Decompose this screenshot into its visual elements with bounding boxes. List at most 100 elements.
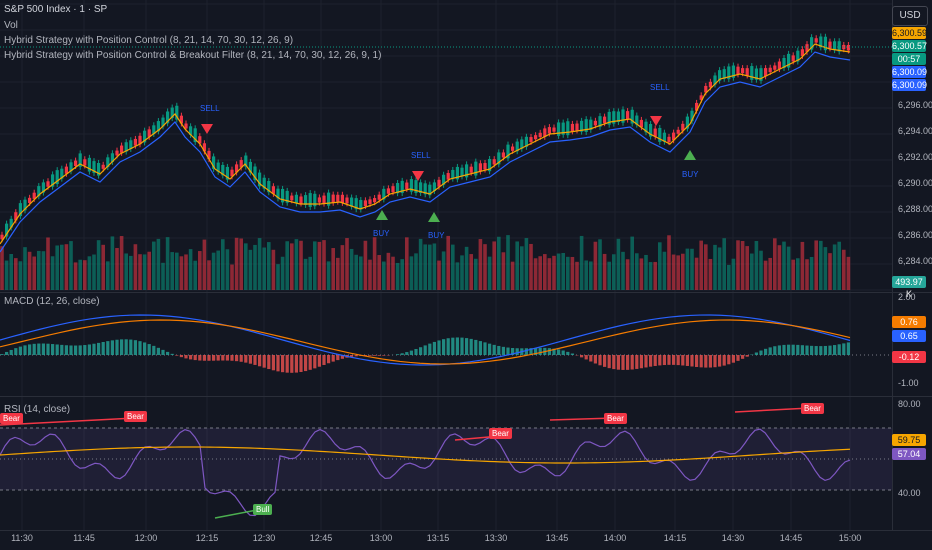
candle-body xyxy=(773,65,777,70)
macd-histogram-bar xyxy=(405,352,409,355)
macd-histogram-bar xyxy=(695,355,699,367)
candle-body xyxy=(497,152,501,165)
candle-body xyxy=(110,153,114,162)
candle-body xyxy=(561,122,565,135)
volume-bar xyxy=(464,246,469,290)
countdown-tag: 00:57 xyxy=(892,53,926,65)
macd-histogram-bar xyxy=(221,355,225,361)
candle-body xyxy=(331,194,335,203)
candle-body xyxy=(520,139,524,149)
macd-histogram-bar xyxy=(267,355,271,370)
volume-bar xyxy=(354,254,358,290)
time-tick: 14:15 xyxy=(663,533,687,543)
volume-bar xyxy=(409,256,414,290)
ema-fast-line xyxy=(0,43,851,245)
volume-bar xyxy=(745,246,749,290)
strategy1-legend[interactable]: Hybrid Strategy with Position Control (8… xyxy=(4,35,294,46)
candle-body xyxy=(676,129,680,134)
volume-bar xyxy=(736,240,740,290)
macd-histogram-bar xyxy=(189,355,193,360)
volume-bar xyxy=(786,246,791,290)
macd-histogram-bar xyxy=(64,345,68,355)
volume-bar xyxy=(303,258,308,290)
macd-histogram-bar xyxy=(97,342,101,355)
macd-histogram-bar xyxy=(570,353,574,355)
macd-histogram-bar xyxy=(764,348,768,355)
macd-legend[interactable]: MACD (12, 26, close) xyxy=(4,296,100,307)
volume-bar xyxy=(175,252,179,290)
macd-histogram-bar xyxy=(506,347,510,355)
volume-bar xyxy=(299,240,303,290)
currency-button[interactable]: USD xyxy=(892,6,928,26)
candle-body xyxy=(120,145,124,153)
candle-body xyxy=(64,166,68,174)
volume-bar xyxy=(267,242,271,290)
macd-histogram-bar xyxy=(120,339,124,355)
symbol-title[interactable]: S&P 500 Index · 1 · SP xyxy=(4,4,108,15)
rsi-ma-line xyxy=(0,446,851,464)
candle-body xyxy=(538,132,542,137)
volume-bar xyxy=(727,264,731,290)
candle-body xyxy=(713,75,717,85)
macd-histogram-bar xyxy=(193,355,197,361)
volume-bar xyxy=(262,247,266,290)
chart-canvas[interactable] xyxy=(0,0,892,530)
macd-histogram-bar xyxy=(74,345,78,355)
macd-histogram-bar xyxy=(235,355,239,362)
volume-bar xyxy=(566,256,570,290)
candle-body xyxy=(639,119,643,128)
macd-histogram-bar xyxy=(5,351,9,355)
macd-histogram-bar xyxy=(428,343,432,355)
volume-bar xyxy=(713,244,717,290)
volume-bar xyxy=(763,260,768,290)
macd-histogram-bar xyxy=(377,355,381,356)
candle-body xyxy=(313,193,317,207)
candle-body xyxy=(810,37,814,50)
volume-bar xyxy=(0,246,4,290)
macd-histogram-bar xyxy=(497,345,501,355)
macd-histogram-bar xyxy=(156,347,160,355)
candle-body xyxy=(759,68,763,81)
candle-body xyxy=(23,199,27,211)
buy-signal-label: BUY xyxy=(373,229,390,238)
macd-histogram-bar xyxy=(791,344,795,355)
macd-histogram-bar xyxy=(515,348,519,355)
macd-histogram-bar xyxy=(708,355,712,368)
time-tick: 14:45 xyxy=(779,533,803,543)
candle-body xyxy=(179,115,183,124)
pane-divider-macd[interactable] xyxy=(0,292,932,293)
macd-histogram-bar xyxy=(175,355,179,356)
candle-body xyxy=(745,68,749,76)
volume-bar xyxy=(543,254,547,290)
volume-bar xyxy=(773,238,777,290)
macd-histogram-bar xyxy=(603,355,607,367)
volume-bar xyxy=(198,251,202,290)
macd-histogram-bar xyxy=(308,355,312,370)
candle-body xyxy=(143,130,147,143)
volume-bar xyxy=(589,261,593,290)
candle-body xyxy=(271,186,275,194)
candle-body xyxy=(653,128,657,137)
candle-body xyxy=(5,223,9,237)
candle-body xyxy=(14,212,18,221)
volume-bar xyxy=(14,258,18,290)
candle-body xyxy=(0,234,4,240)
rsi-legend[interactable]: RSI (14, close) xyxy=(4,404,71,415)
macd-histogram-bar xyxy=(244,355,248,363)
candle-body xyxy=(147,129,151,137)
candle-body xyxy=(170,107,174,119)
macd-line-tag: 0.65 xyxy=(892,330,926,342)
candle-body xyxy=(28,197,32,203)
macd-histogram-bar xyxy=(124,339,128,355)
pane-divider-rsi[interactable] xyxy=(0,396,932,397)
macd-histogram-bar xyxy=(731,355,735,363)
volume-bar xyxy=(837,241,841,290)
candle-body xyxy=(823,36,827,51)
macd-histogram-bar xyxy=(713,355,717,368)
candle-body xyxy=(534,135,538,140)
vol-legend[interactable]: Vol xyxy=(4,20,18,31)
strategy2-legend[interactable]: Hybrid Strategy with Position Control & … xyxy=(4,50,382,61)
macd-histogram-bar xyxy=(488,343,492,355)
candle-body xyxy=(658,127,662,142)
volume-bar xyxy=(552,255,556,290)
